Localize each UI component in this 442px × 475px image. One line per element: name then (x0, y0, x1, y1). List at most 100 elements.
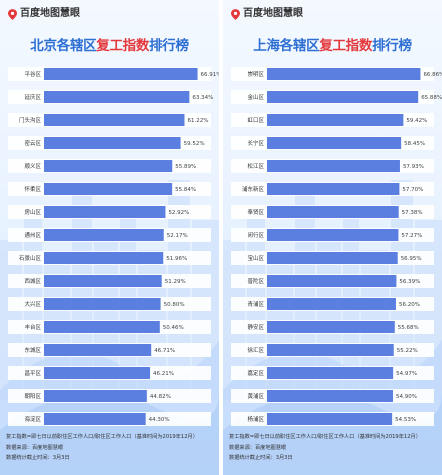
category-label: 延庆区 (24, 93, 41, 101)
bar (44, 321, 160, 333)
note-definition: 复工指数=即七日以前职住区工作人口/职住区工作人口（基准时间为2019年12月） (6, 434, 198, 440)
bar (267, 91, 419, 103)
category-label: 浦东新区 (242, 185, 265, 193)
bar-row: 海淀区 44.30% (8, 412, 211, 426)
bar-row: 宝山区 56.95% (231, 251, 434, 265)
category-label: 宝山区 (247, 254, 264, 262)
bar-row: 平谷区 66.91% (8, 67, 219, 81)
bar-row: 青浦区 56.20% (231, 297, 434, 311)
category-label: 金山区 (247, 93, 264, 101)
value-label: 51.96% (166, 256, 187, 262)
category-label: 普陀区 (247, 277, 264, 285)
category-label: 闵行区 (247, 231, 264, 239)
title-highlight: 复工指数 (96, 38, 150, 54)
value-label: 54.90% (396, 394, 417, 400)
value-label: 54.53% (395, 417, 416, 423)
bar-row: 长宁区 58.45% (231, 136, 434, 150)
category-label: 顺义区 (24, 163, 41, 170)
bar-row: 徐汇区 55.22% (231, 343, 434, 357)
bar (44, 68, 198, 80)
value-label: 66.86% (423, 72, 442, 78)
map-pin-icon (231, 8, 240, 20)
title-highlight: 复工指数 (319, 38, 373, 54)
bar-row: 黄浦区 54.90% (231, 389, 434, 403)
bar (44, 413, 146, 425)
category-label: 长宁区 (247, 139, 264, 147)
note-source: 数据来源：百度地图慧眼 (229, 444, 287, 451)
bar (44, 206, 166, 218)
bar (44, 137, 181, 149)
value-label: 55.22% (397, 348, 418, 354)
category-label: 西城区 (24, 278, 41, 285)
value-label: 56.95% (401, 256, 422, 262)
note-cutoff: 数据统计截止时间：3月3日 (229, 455, 293, 461)
brand-name: 百度地图慧眼 (243, 8, 303, 19)
bar (267, 344, 394, 356)
category-label: 杨浦区 (247, 415, 264, 423)
bar-row: 丰台区 50.46% (8, 320, 211, 334)
value-label: 57.27% (401, 233, 422, 239)
bar-row: 嘉定区 54.97% (231, 366, 434, 380)
value-label: 55.89% (175, 164, 196, 170)
bar-row: 浦东新区 57.70% (231, 182, 434, 196)
bar (267, 137, 402, 149)
value-label: 54.97% (396, 371, 417, 377)
value-label: 56.20% (399, 302, 420, 308)
value-label: 55.68% (398, 325, 419, 331)
chart-title: 上海各辖区复工指数排行榜 (223, 34, 442, 54)
map-pin-icon (8, 8, 17, 20)
category-label: 虹口区 (247, 116, 264, 124)
bar-row: 大兴区 50.80% (8, 297, 211, 311)
category-label: 密云区 (24, 139, 41, 147)
value-label: 46.71% (154, 348, 175, 354)
footnotes: 复工指数=即七日以前职住区工作人口/职住区工作人口（基准时间为2019年12月）… (6, 432, 216, 464)
value-label: 57.38% (402, 210, 423, 216)
category-label: 大兴区 (24, 300, 41, 308)
bar (44, 367, 151, 379)
brand-name: 百度地图慧眼 (20, 8, 80, 19)
note-cutoff: 数据统计截止时间：3月3日 (6, 455, 70, 461)
category-label: 徐汇区 (247, 346, 264, 354)
title-prefix: 上海各辖区 (253, 38, 320, 54)
title-suffix: 排行榜 (372, 38, 412, 54)
brand-logo: 百度地图慧眼 (231, 7, 303, 21)
bar (267, 229, 399, 241)
title-prefix: 北京各辖区 (30, 38, 97, 54)
value-label: 52.92% (168, 210, 189, 216)
value-label: 52.17% (167, 233, 188, 239)
bar-row: 房山区 52.92% (8, 205, 211, 219)
bar (267, 114, 404, 126)
category-label: 松江区 (247, 162, 264, 170)
footnotes: 复工指数=即七日以前职住区工作人口/职住区工作人口（基准时间为2019年12月）… (229, 432, 439, 464)
category-label: 石景山区 (19, 254, 42, 262)
value-label: 58.45% (404, 141, 425, 147)
bar-row: 顺义区 55.89% (8, 159, 211, 173)
bar (267, 68, 421, 80)
bar-row: 金山区 65.88% (231, 90, 442, 104)
bar-row: 朝阳区 44.82% (8, 389, 211, 403)
value-label: 51.29% (165, 279, 186, 285)
note-definition: 复工指数=即七日以前职住区工作人口/职住区工作人口（基准时间为2019年12月） (229, 434, 421, 440)
value-label: 44.82% (150, 394, 171, 400)
bar (44, 298, 161, 310)
bar (44, 183, 173, 195)
bar-row: 奉贤区 57.38% (231, 205, 434, 219)
category-label: 崇明区 (247, 71, 264, 78)
bar (44, 114, 185, 126)
category-label: 东城区 (24, 346, 41, 354)
category-label: 平谷区 (24, 70, 41, 78)
bar (267, 275, 397, 287)
bar-row: 延庆区 63.34% (8, 90, 213, 104)
bar (267, 252, 398, 264)
category-label: 静安区 (247, 323, 264, 331)
bar (44, 344, 152, 356)
bar-row: 昌平区 46.21% (8, 366, 211, 380)
category-label: 房山区 (24, 208, 41, 216)
bar-row: 西城区 51.29% (8, 274, 211, 288)
bar (267, 413, 393, 425)
brand-logo: 百度地图慧眼 (8, 7, 80, 21)
bar (44, 229, 164, 241)
bar (267, 367, 394, 379)
bar (44, 275, 162, 287)
bar (267, 298, 396, 310)
